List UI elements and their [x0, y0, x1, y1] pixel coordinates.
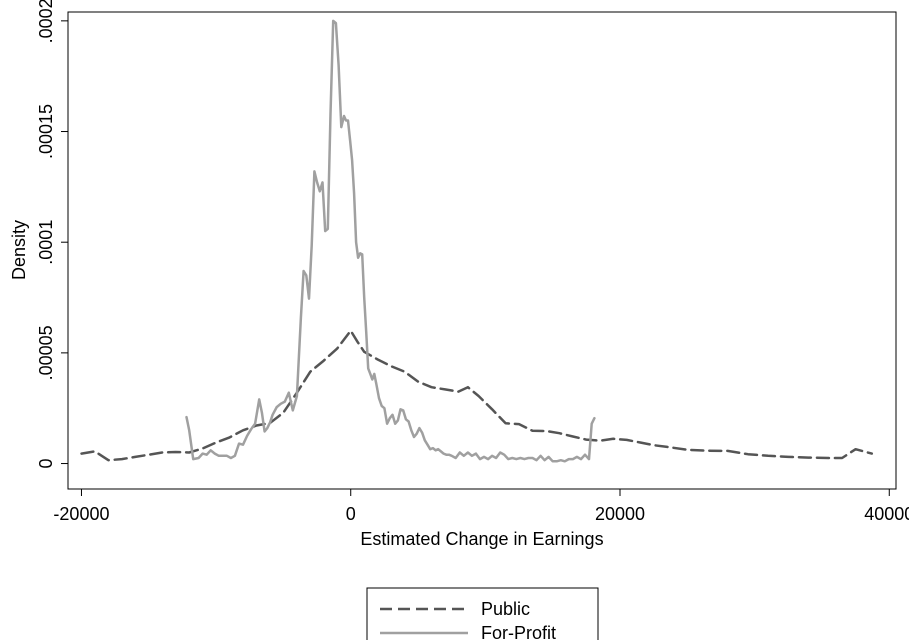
series-line-public — [80, 329, 874, 462]
x-axis-label: Estimated Change in Earnings — [360, 529, 603, 549]
legend-box — [366, 587, 599, 640]
y-tick-label-3: .00015 — [36, 104, 56, 159]
y-tick-label-0: 0 — [36, 459, 56, 469]
series-layer — [80, 19, 874, 463]
x-tick-label-0: -20000 — [53, 504, 109, 524]
series-line-for-profit — [185, 19, 596, 463]
x-tick-label-1: 0 — [346, 504, 356, 524]
x-tick-label-2: 20000 — [595, 504, 645, 524]
x-tick-label-3: 40000 — [864, 504, 909, 524]
x-axis: -20000 0 20000 40000 — [53, 489, 909, 524]
plot-area-frame — [67, 11, 897, 490]
legend-label-for-profit: For-Profit — [481, 623, 556, 640]
y-tick-label-1: .00005 — [36, 325, 56, 380]
y-axis-label: Density — [9, 220, 29, 280]
y-axis: 0 .00005 .0001 .00015 .0002 — [36, 0, 68, 469]
y-tick-label-4: .0002 — [36, 0, 56, 43]
y-tick-label-2: .0001 — [36, 220, 56, 265]
legend-label-public: Public — [481, 599, 530, 619]
legend: Public For-Profit — [366, 587, 599, 640]
